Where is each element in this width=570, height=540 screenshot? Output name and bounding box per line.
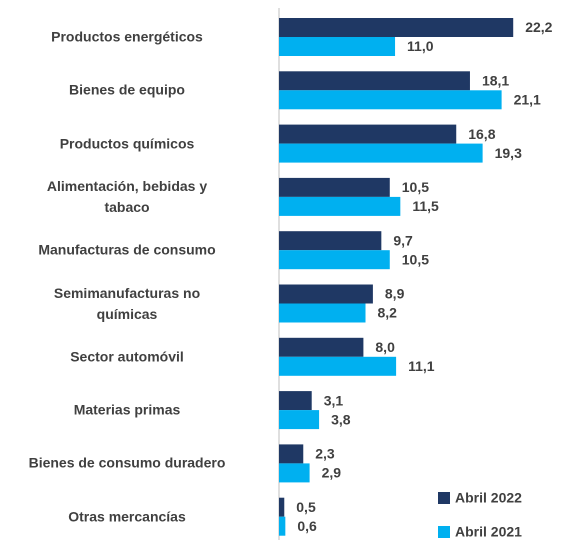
value-label: 11,1: [408, 358, 435, 374]
bar: [279, 284, 373, 304]
category-label: Productos químicos: [59, 135, 195, 152]
bar: [279, 444, 304, 464]
bar: [279, 231, 382, 251]
legend-label: Abril 2022: [455, 490, 522, 506]
bar: [279, 516, 286, 536]
bar: [279, 196, 401, 216]
value-label: 11,0: [407, 38, 434, 54]
category-label: Alimentación, bebidas y tabaco: [46, 177, 208, 215]
category-label: Semimanufacturas no químicas: [53, 284, 201, 322]
value-label: 8,9: [385, 286, 405, 302]
value-label: 10,5: [402, 251, 429, 267]
bar: [279, 124, 457, 144]
category-label: Productos energéticos: [51, 28, 203, 45]
bar: [279, 71, 470, 91]
legend-swatch: [438, 526, 450, 538]
category-label: Bienes de consumo duradero: [28, 454, 226, 471]
value-label: 11,5: [412, 198, 439, 214]
bar: [279, 177, 390, 197]
legend-label: Abril 2021: [455, 524, 522, 540]
bar: [279, 250, 390, 270]
value-label: 3,8: [331, 411, 351, 427]
value-label: 21,1: [514, 92, 541, 108]
category-label: Otras mercancías: [68, 508, 186, 525]
value-label: 3,1: [324, 392, 344, 408]
value-label: 10,5: [402, 179, 429, 195]
value-label: 0,6: [297, 518, 317, 534]
value-label: 22,2: [525, 19, 552, 35]
bar: [279, 18, 514, 37]
bar: [279, 410, 320, 430]
value-label: 2,3: [315, 446, 335, 462]
value-label: 19,3: [495, 145, 522, 161]
value-label: 8,2: [378, 305, 398, 321]
bar: [279, 463, 310, 483]
bar: [279, 337, 364, 357]
bar: [279, 90, 502, 110]
category-label: Materias primas: [73, 401, 181, 418]
bar: [279, 303, 366, 323]
bar: [279, 37, 396, 56]
legend-swatch: [438, 492, 450, 504]
value-label: 8,0: [375, 339, 395, 355]
bar: [279, 497, 285, 517]
bar: [279, 356, 397, 376]
category-label: Bienes de equipo: [69, 81, 185, 98]
value-label: 2,9: [322, 465, 342, 481]
category-label: Sector automóvil: [70, 348, 184, 365]
value-label: 18,1: [482, 73, 509, 89]
bar: [279, 391, 312, 411]
value-label: 9,7: [393, 232, 413, 248]
category-label: Manufacturas de consumo: [38, 241, 216, 258]
value-label: 16,8: [468, 126, 495, 142]
value-label: 0,5: [296, 499, 316, 515]
bar: [279, 143, 483, 163]
